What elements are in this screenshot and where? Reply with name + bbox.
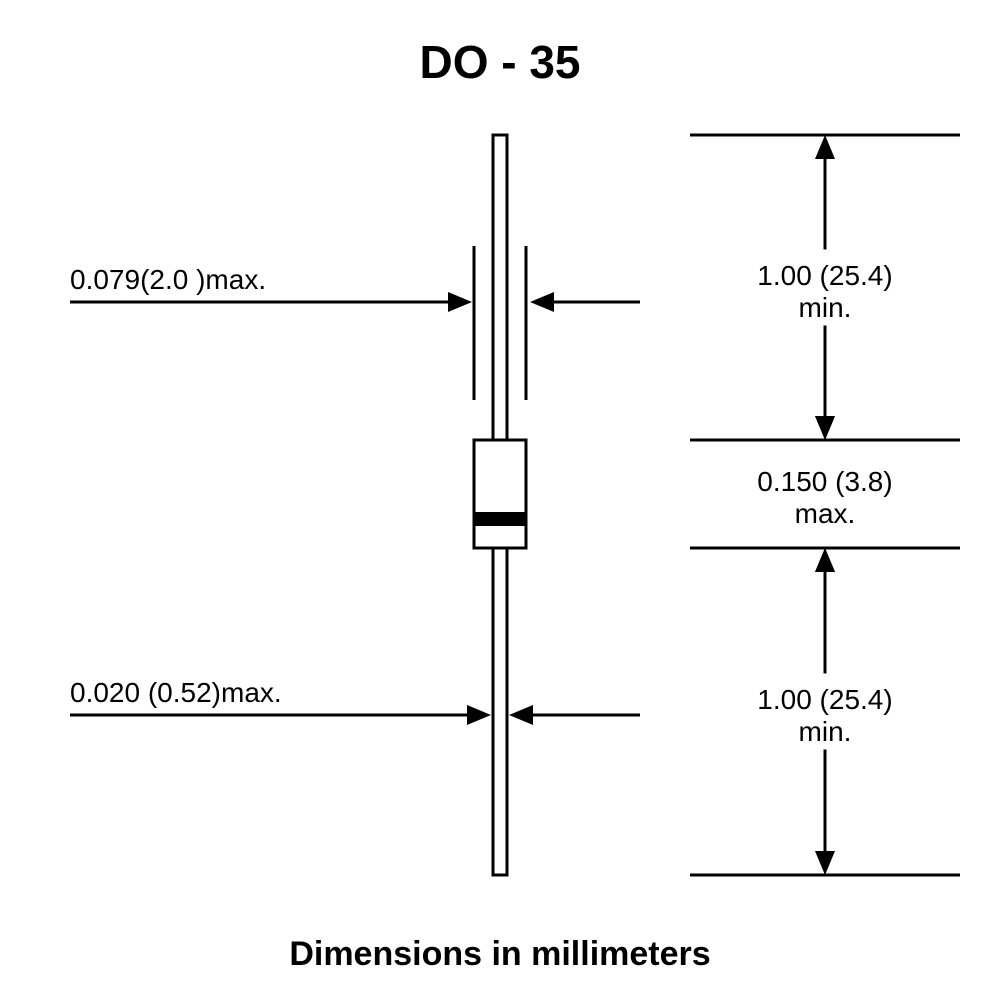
diagram-svg [0, 0, 1000, 1000]
